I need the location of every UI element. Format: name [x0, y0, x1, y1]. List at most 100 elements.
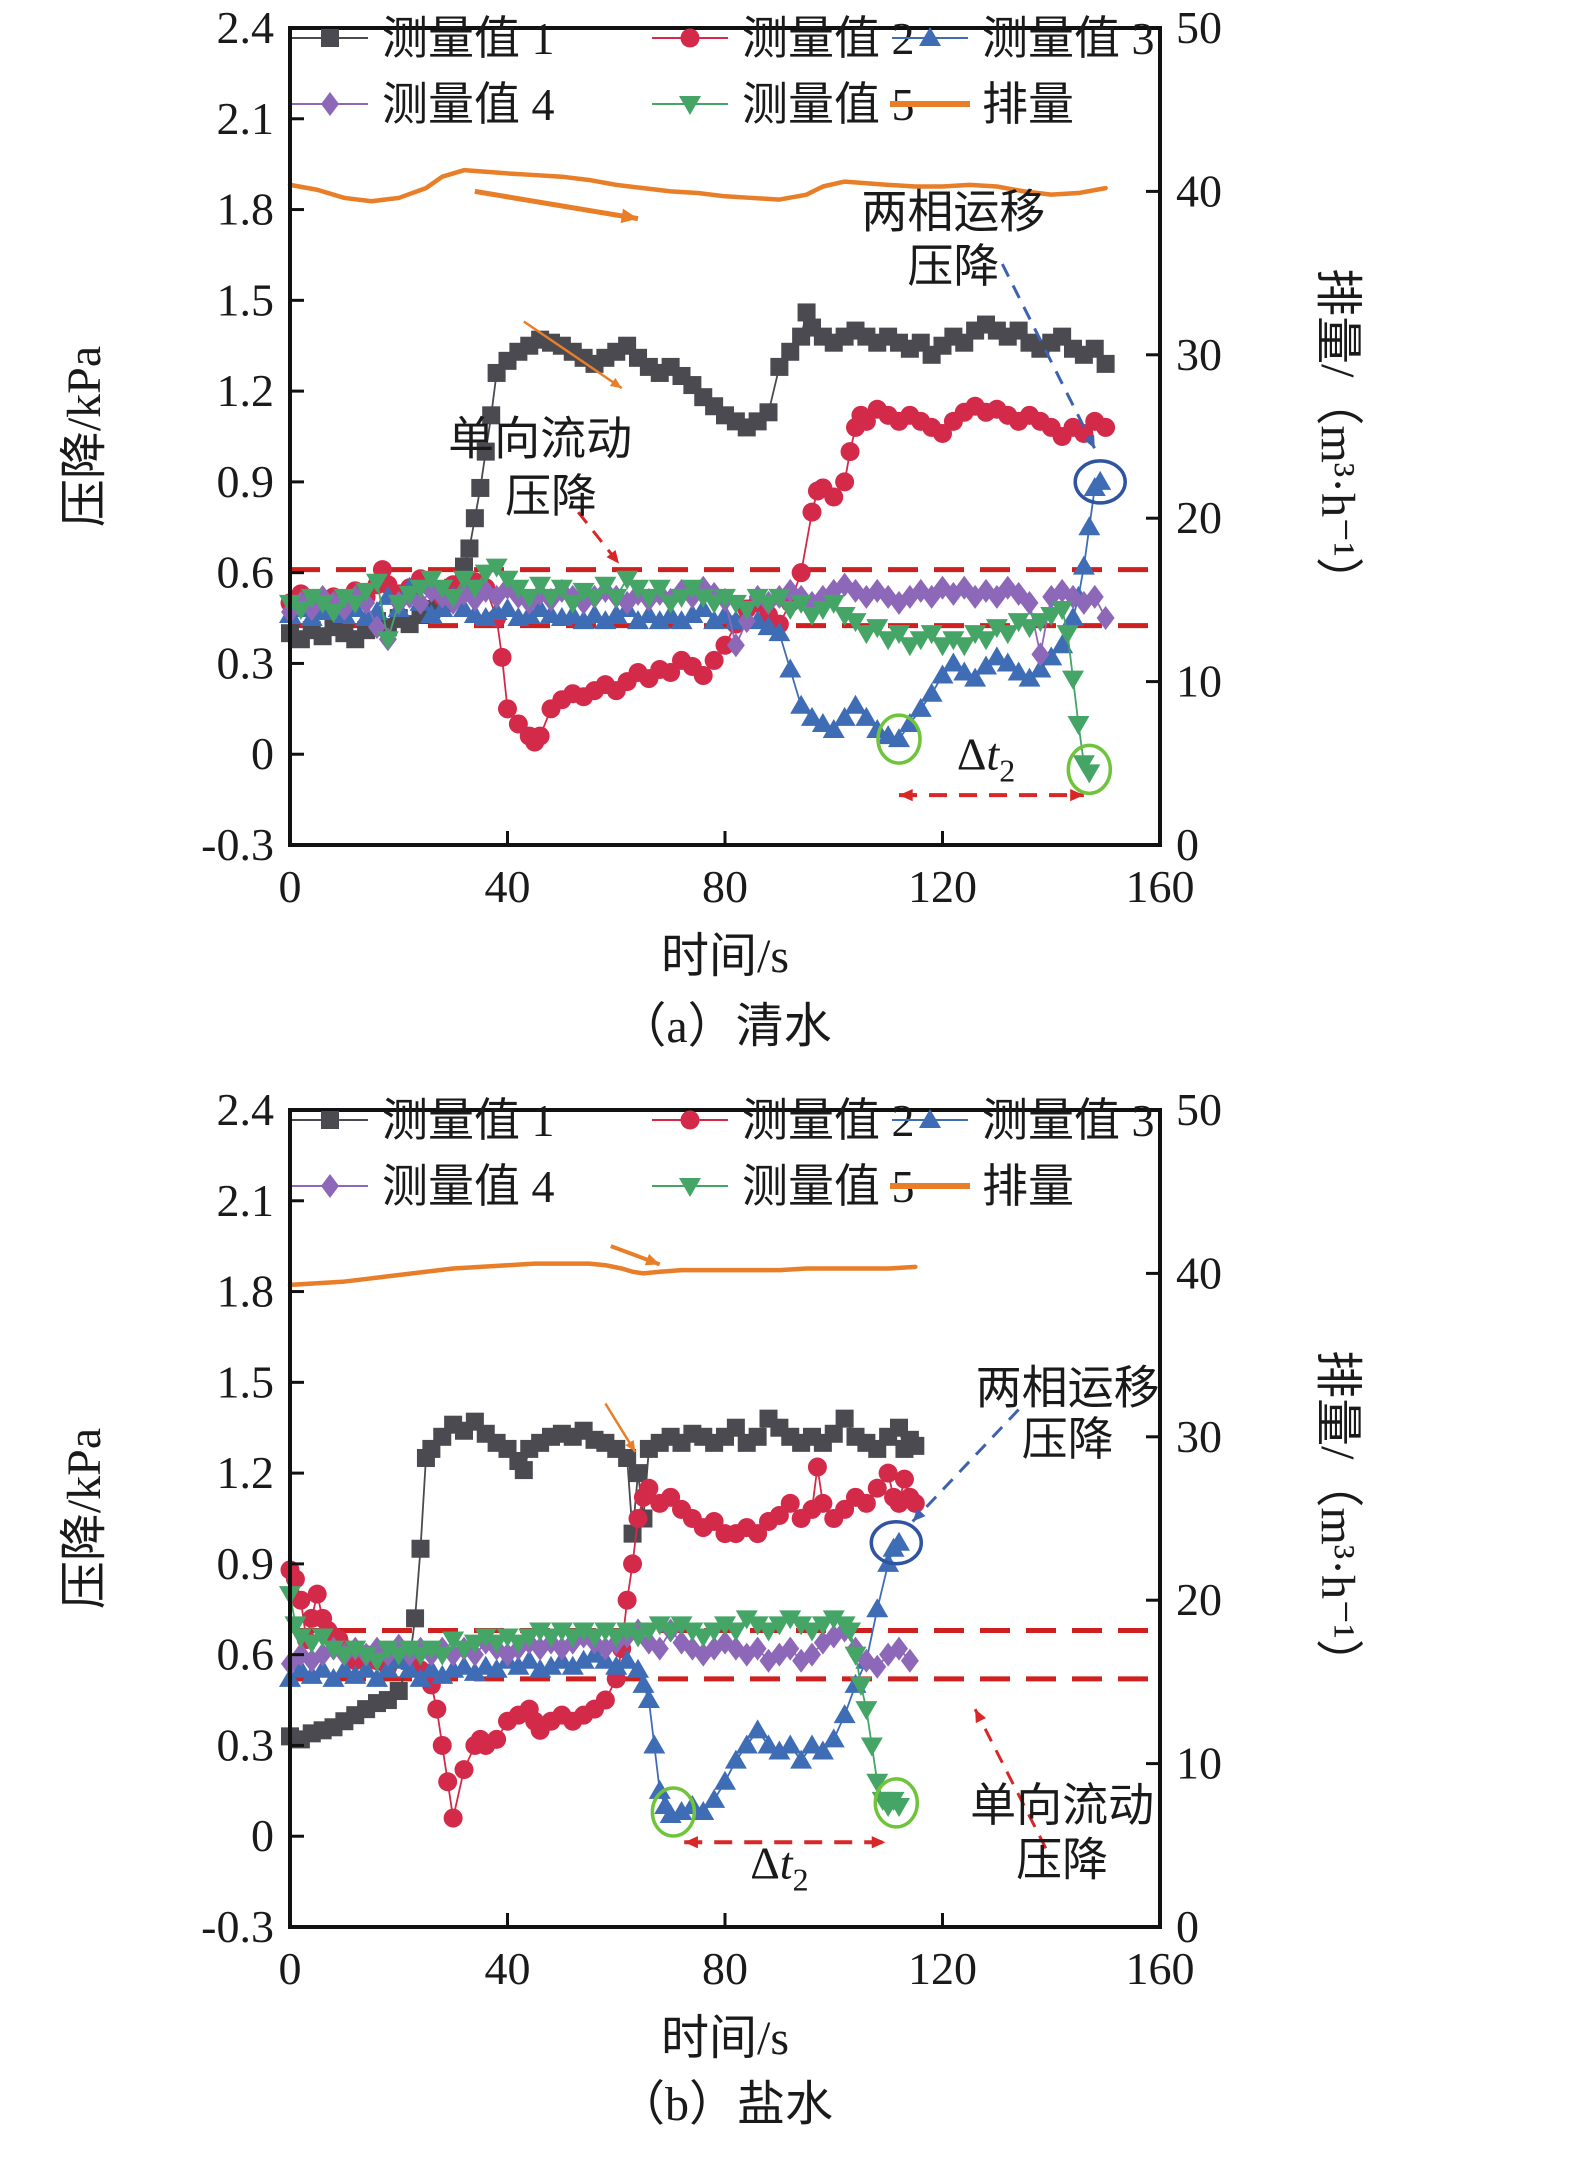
x-tick-label: 80	[702, 1943, 748, 1994]
legend-label: 测量值 4	[382, 79, 555, 130]
y-left-tick-label: 0	[251, 1810, 274, 1861]
y-left-tick-label: 2.4	[217, 1084, 275, 1135]
annotation-text: 单向流动	[970, 1780, 1154, 1831]
y-right-tick-label: 0	[1176, 1901, 1199, 1952]
annotation-text: 压降	[1016, 1835, 1108, 1886]
legend-item-测量值 3: 测量值 3	[892, 13, 1155, 64]
y-right-tick-label: 40	[1176, 1247, 1222, 1298]
y-right-tick-label: 0	[1176, 819, 1199, 870]
annotation-text: 单向流动	[448, 414, 632, 465]
annotation-text: Δt2	[750, 1838, 808, 1898]
y-left-tick-label: 2.1	[217, 1175, 275, 1226]
y-right-tick-label: 10	[1176, 1738, 1222, 1789]
y-left-tick-label: 1.2	[217, 1447, 275, 1498]
y-left-tick-label: 1.5	[217, 1356, 275, 1407]
series-测量值 3	[279, 1531, 910, 1824]
y-right-tick-label: 50	[1176, 1084, 1222, 1135]
legend-item-排量: 排量	[890, 79, 1074, 130]
legend-label: 测量值 1	[382, 1095, 555, 1146]
series-测量值 5	[279, 1586, 910, 1817]
legend-label: 测量值 1	[382, 13, 555, 64]
series-测量值 2	[280, 396, 1116, 752]
legend-label: 测量值 2	[742, 1095, 915, 1146]
series-测量值 4	[281, 1618, 919, 1679]
x-axis-label: 时间/s	[661, 2012, 789, 2065]
legend-label: 排量	[982, 1161, 1074, 1212]
x-tick-label: 120	[908, 861, 977, 912]
legend-item-测量值 3: 测量值 3	[892, 1095, 1155, 1146]
panel-caption: （a）清水	[618, 1000, 831, 1053]
x-tick-label: 0	[279, 861, 302, 912]
y-right-tick-label: 40	[1176, 165, 1222, 216]
annotation-text: 两相运移	[976, 1363, 1160, 1414]
y-axis-label-left: 压降/kPa	[58, 346, 111, 527]
legend-item-测量值 5: 测量值 5	[652, 79, 915, 130]
y-left-tick-label: 2.1	[217, 93, 275, 144]
x-tick-label: 40	[485, 861, 531, 912]
y-axis-label-right: 排量/（m³·h⁻¹）	[1311, 268, 1364, 605]
legend-item-测量值 1: 测量值 1	[292, 1095, 555, 1146]
x-tick-label: 160	[1126, 861, 1195, 912]
series-测量值 1	[281, 1409, 925, 1749]
x-axis-label: 时间/s	[661, 930, 789, 983]
threshold-dashed-lines	[290, 567, 1160, 629]
legend-label: 排量	[982, 79, 1074, 130]
panel-caption: （b）盐水	[617, 2078, 833, 2131]
legend-item-测量值 2: 测量值 2	[652, 13, 915, 64]
y-right-tick-label: 30	[1176, 1411, 1222, 1462]
annotation-text: 压降	[1022, 1414, 1114, 1465]
y-left-tick-label: 0.3	[217, 1719, 275, 1770]
y-left-tick-label: 1.8	[217, 1266, 275, 1317]
y-right-tick-label: 10	[1176, 656, 1222, 707]
y-left-tick-label: 0.3	[217, 637, 275, 688]
x-tick-label: 120	[908, 1943, 977, 1994]
y-left-tick-label: 1.5	[217, 274, 275, 325]
legend-item-测量值 1: 测量值 1	[292, 13, 555, 64]
legend-label: 测量值 5	[742, 79, 915, 130]
legend-label: 测量值 3	[982, 1095, 1155, 1146]
legend-item-测量值 4: 测量值 4	[292, 79, 555, 130]
annotation-text: 压降	[907, 241, 999, 292]
y-left-tick-label: 0.9	[217, 456, 275, 507]
y-left-tick-label: 1.8	[217, 184, 275, 235]
x-tick-label: 80	[702, 861, 748, 912]
y-left-tick-label: 0.9	[217, 1538, 275, 1589]
y-axis-label-left: 压降/kPa	[58, 1428, 111, 1609]
y-left-tick-label: 0.6	[217, 1629, 275, 1680]
y-axis-label-right: 排量/（m³·h⁻¹）	[1311, 1350, 1364, 1687]
y-left-tick-label: 2.4	[217, 2, 275, 53]
legend-item-测量值 2: 测量值 2	[652, 1095, 915, 1146]
y-left-tick-label: 0.6	[217, 547, 275, 598]
annotation-text: 两相运移	[861, 187, 1045, 238]
series-排量	[287, 167, 1108, 204]
x-tick-label: 160	[1126, 1943, 1195, 1994]
series-测量值 5	[279, 558, 1101, 784]
axes-frame: 0 40 80 120 160-0.300.30.60.91.21.51.82.12.4…	[201, 1084, 1222, 1994]
annotation-text: 压降	[505, 471, 597, 522]
legend: 测量值 1 测量值 2 测量值 3 测量值 4 测量值 5 排量	[292, 13, 1155, 130]
legend-item-测量值 5: 测量值 5	[652, 1161, 915, 1212]
legend-label: 测量值 2	[742, 13, 915, 64]
axes-frame: 0 40 80 120 160-0.300.30.60.91.21.51.82.12.4…	[201, 2, 1222, 912]
legend-label: 测量值 5	[742, 1161, 915, 1212]
y-right-tick-label: 50	[1176, 2, 1222, 53]
annotation-text: Δt2	[957, 728, 1015, 788]
legend-item-排量: 排量	[890, 1161, 1074, 1212]
series-测量值 3	[279, 470, 1112, 748]
legend: 测量值 1 测量值 2 测量值 3 测量值 4 测量值 5 排量	[292, 1095, 1155, 1212]
y-right-tick-label: 30	[1176, 329, 1222, 380]
y-right-tick-label: 20	[1176, 492, 1222, 543]
series-排量	[287, 1261, 918, 1288]
y-left-tick-label: 1.2	[217, 365, 275, 416]
legend-label: 测量值 3	[982, 13, 1155, 64]
legend-item-测量值 4: 测量值 4	[292, 1161, 555, 1212]
x-tick-label: 0	[279, 1943, 302, 1994]
y-left-tick-label: 0	[251, 728, 274, 779]
y-right-tick-label: 20	[1176, 1574, 1222, 1625]
legend-label: 测量值 4	[382, 1161, 555, 1212]
